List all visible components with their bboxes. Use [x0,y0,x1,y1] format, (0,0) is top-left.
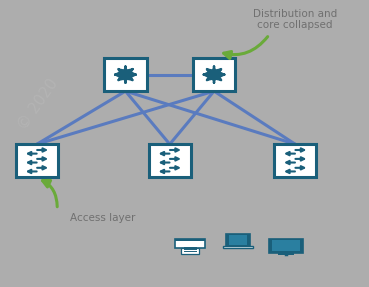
FancyBboxPatch shape [228,235,248,245]
Circle shape [120,70,131,79]
FancyBboxPatch shape [180,248,200,254]
FancyBboxPatch shape [223,246,253,248]
FancyBboxPatch shape [274,144,317,177]
Text: Access layer: Access layer [70,213,135,223]
Text: © 2020: © 2020 [15,75,61,132]
FancyBboxPatch shape [175,239,205,241]
FancyBboxPatch shape [227,234,249,246]
Text: Distribution and
core collapsed: Distribution and core collapsed [253,9,337,30]
FancyBboxPatch shape [277,253,294,255]
FancyBboxPatch shape [269,238,303,253]
FancyBboxPatch shape [175,239,205,248]
FancyBboxPatch shape [193,58,235,91]
FancyBboxPatch shape [148,144,191,177]
FancyBboxPatch shape [104,58,147,91]
FancyBboxPatch shape [272,241,300,251]
FancyBboxPatch shape [15,144,58,177]
Circle shape [208,70,220,79]
